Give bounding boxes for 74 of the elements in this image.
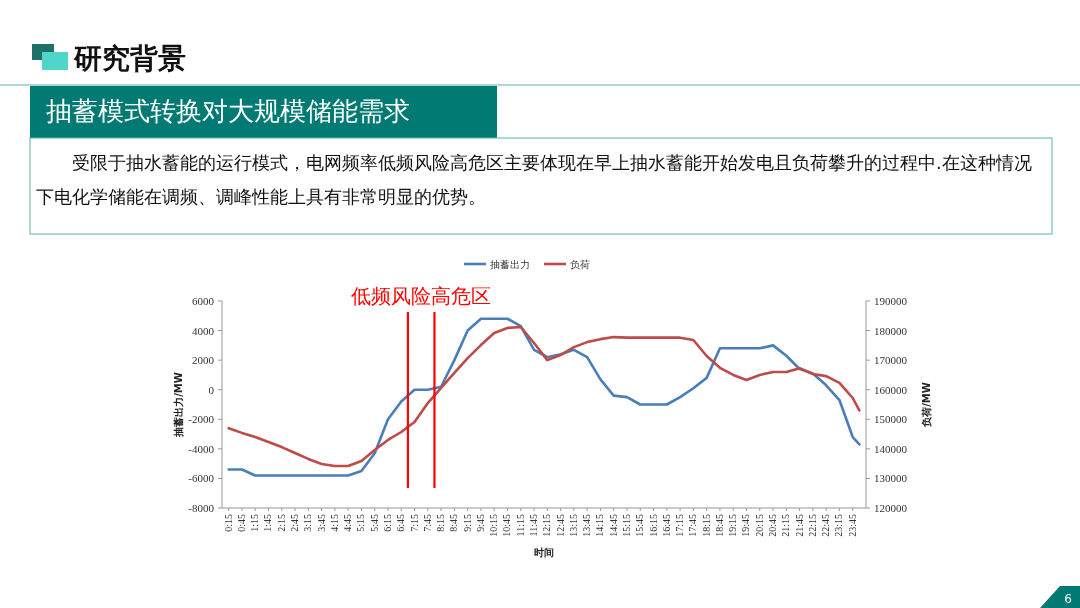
x-tick-label: 22:15 bbox=[806, 514, 818, 537]
x-tick-label: 2:45 bbox=[289, 514, 301, 532]
x-tick-label: 7:45 bbox=[421, 514, 433, 532]
x-tick-label: 2:15 bbox=[275, 514, 287, 532]
x-tick-label: 20:15 bbox=[753, 514, 765, 537]
x-tick-label: 19:15 bbox=[727, 514, 739, 537]
x-tick-label: 15:15 bbox=[620, 514, 632, 537]
y-tick-label: 6000 bbox=[192, 295, 215, 307]
x-tick-label: 5:45 bbox=[368, 514, 380, 532]
x-tick-label: 14:15 bbox=[594, 514, 606, 537]
x-tick-label: 1:45 bbox=[262, 514, 274, 532]
x-tick-label: 13:15 bbox=[567, 514, 579, 537]
x-tick-label: 8:45 bbox=[448, 514, 460, 532]
text: 受限于抽水蓄能的运行模式，电网频率低频风险高危区主要体现在早上抽水蓄能开始发电且负荷攀升的过程中.在这种情况下电化学储能在调频、调峰性能上具有非常明显的优势。 bbox=[36, 151, 1033, 209]
x-tick-label: 17:15 bbox=[674, 514, 686, 537]
x-tick-label: 3:45 bbox=[315, 514, 327, 532]
y-tick-label: 4000 bbox=[192, 324, 215, 337]
y2-tick-label: 180000 bbox=[874, 324, 908, 337]
x-tick-label: 12:45 bbox=[554, 514, 566, 537]
x-tick-label: 21:15 bbox=[780, 514, 792, 537]
y2-tick-label: 190000 bbox=[874, 295, 908, 307]
x-tick-label: 19:45 bbox=[740, 514, 752, 537]
y-tick-label: 0 bbox=[208, 383, 215, 396]
x-tick-label: 9:15 bbox=[461, 514, 473, 532]
x-tick-label: 5:15 bbox=[355, 514, 367, 532]
y2-axis-title: 负荷/MW bbox=[921, 382, 932, 428]
x-tick-label: 15:45 bbox=[634, 514, 646, 537]
x-tick-label: 20:45 bbox=[767, 514, 779, 537]
x-tick-label: 6:15 bbox=[381, 514, 393, 532]
x-tick-label: 7:15 bbox=[408, 514, 420, 532]
x-tick-label: 1:15 bbox=[249, 514, 261, 532]
y2-tick-label: 120000 bbox=[874, 502, 908, 514]
y-tick-label: -8000 bbox=[188, 502, 215, 514]
y-tick-label: -2000 bbox=[188, 413, 215, 426]
chart-subtitle: 抽蓄模式转换对大规模储能需求 bbox=[46, 96, 410, 126]
x-tick-label: 21:45 bbox=[793, 514, 805, 537]
x-tick-label: 16:15 bbox=[647, 514, 659, 537]
y-tick-label: 2000 bbox=[192, 354, 215, 367]
y2-tick-label: 160000 bbox=[874, 383, 908, 396]
x-tick-label: 10:15 bbox=[488, 514, 500, 537]
x-tick-label: 14:45 bbox=[607, 514, 619, 537]
x-tick-label: 22:45 bbox=[820, 514, 832, 537]
x-tick-label: 17:45 bbox=[687, 514, 699, 537]
x-tick-label: 4:15 bbox=[328, 514, 340, 532]
x-tick-label: 9:45 bbox=[474, 514, 486, 532]
x-tick-label: 6:45 bbox=[395, 514, 407, 532]
y-tick-label: -6000 bbox=[188, 472, 215, 485]
x-tick-label: 18:45 bbox=[713, 514, 725, 537]
y-axis-title: 抽蓄出力/MW bbox=[173, 372, 184, 438]
x-tick-label: 11:45 bbox=[528, 514, 540, 537]
x-tick-label: 3:15 bbox=[302, 514, 314, 532]
x-tick-label: 11:15 bbox=[514, 514, 526, 537]
annotation: 低频风险高危区 bbox=[351, 284, 492, 308]
x-axis-title: 时间 bbox=[534, 547, 554, 558]
x-tick-label: 0:45 bbox=[235, 514, 247, 532]
text: 6 bbox=[1064, 592, 1072, 606]
x-tick-label: 12:15 bbox=[541, 514, 553, 537]
x-tick-label: 0:15 bbox=[222, 514, 234, 532]
legend-label: 抽蓄出力 bbox=[490, 259, 530, 270]
x-tick-label: 4:45 bbox=[342, 514, 354, 532]
x-tick-label: 10:45 bbox=[501, 514, 513, 537]
x-tick-label: 18:15 bbox=[700, 514, 712, 537]
y2-tick-label: 140000 bbox=[874, 442, 908, 455]
x-tick-label: 16:45 bbox=[660, 514, 672, 537]
chart-title: 研究背景 bbox=[73, 42, 186, 75]
x-tick-label: 23:15 bbox=[833, 514, 845, 537]
y2-tick-label: 170000 bbox=[874, 354, 908, 367]
x-tick-label: 23:45 bbox=[846, 514, 858, 537]
y-tick-label: -4000 bbox=[188, 442, 215, 455]
legend-label: 负荷 bbox=[570, 259, 590, 270]
x-tick-label: 13:45 bbox=[581, 514, 593, 537]
y2-tick-label: 130000 bbox=[874, 472, 908, 485]
y2-tick-label: 150000 bbox=[874, 413, 908, 426]
x-tick-label: 8:15 bbox=[435, 514, 447, 532]
